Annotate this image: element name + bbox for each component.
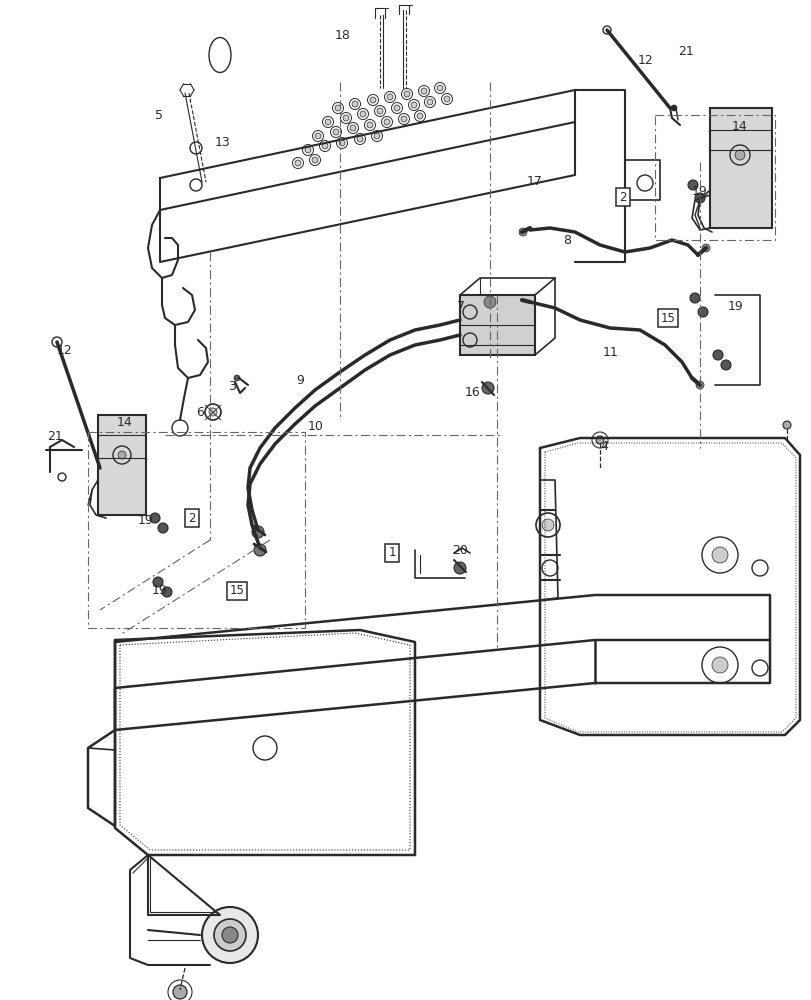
Circle shape (162, 587, 172, 597)
Text: 10: 10 (307, 420, 324, 434)
Circle shape (118, 451, 126, 459)
Circle shape (782, 421, 790, 429)
Text: 16: 16 (465, 386, 480, 399)
Circle shape (518, 228, 526, 236)
Circle shape (420, 88, 427, 94)
Circle shape (311, 157, 318, 163)
Text: 19: 19 (138, 514, 153, 528)
Bar (709, 108, 771, 228)
Circle shape (670, 105, 676, 111)
Circle shape (294, 160, 301, 166)
Text: 7: 7 (457, 300, 465, 312)
Text: 12: 12 (57, 344, 73, 357)
Text: 19: 19 (727, 300, 743, 312)
Text: 5: 5 (155, 109, 163, 122)
Bar (98, 415, 146, 515)
Circle shape (342, 115, 349, 121)
Text: 15: 15 (660, 312, 675, 324)
Text: 2: 2 (619, 191, 626, 204)
Circle shape (322, 143, 328, 149)
Circle shape (417, 113, 423, 119)
Text: 9: 9 (296, 373, 303, 386)
Circle shape (694, 193, 704, 203)
Circle shape (702, 244, 709, 252)
Circle shape (254, 544, 266, 556)
Circle shape (150, 513, 160, 523)
Circle shape (173, 985, 187, 999)
Circle shape (404, 91, 410, 97)
Circle shape (359, 111, 366, 117)
Circle shape (517, 296, 526, 304)
Circle shape (152, 577, 163, 587)
Text: 21: 21 (677, 45, 693, 58)
Text: 21: 21 (47, 430, 62, 442)
Circle shape (214, 919, 246, 951)
Circle shape (158, 523, 168, 533)
Text: 3: 3 (228, 379, 235, 392)
Circle shape (374, 133, 380, 139)
Text: 20: 20 (452, 544, 467, 558)
Circle shape (482, 382, 493, 394)
Circle shape (695, 381, 703, 389)
Text: 6: 6 (195, 406, 204, 418)
Circle shape (202, 907, 258, 963)
Circle shape (711, 657, 727, 673)
Circle shape (335, 105, 341, 111)
Circle shape (711, 547, 727, 563)
Text: 8: 8 (562, 233, 570, 246)
Circle shape (427, 99, 432, 105)
Circle shape (712, 350, 722, 360)
Circle shape (689, 293, 699, 303)
Circle shape (350, 125, 355, 131)
Circle shape (376, 108, 383, 114)
Text: 15: 15 (230, 584, 244, 597)
Text: 18: 18 (335, 29, 350, 42)
Circle shape (208, 408, 217, 416)
Circle shape (333, 129, 338, 135)
Circle shape (436, 85, 443, 91)
Text: 17: 17 (526, 175, 543, 188)
Circle shape (734, 150, 744, 160)
Circle shape (324, 119, 331, 125)
Text: 19: 19 (152, 584, 168, 597)
Circle shape (401, 116, 406, 122)
Circle shape (338, 140, 345, 146)
Circle shape (393, 105, 400, 111)
Circle shape (351, 101, 358, 107)
Circle shape (305, 147, 311, 153)
Circle shape (370, 97, 375, 103)
Circle shape (483, 296, 496, 308)
Circle shape (387, 94, 393, 100)
Circle shape (384, 119, 389, 125)
Text: 13: 13 (215, 136, 230, 149)
Text: 12: 12 (637, 54, 653, 67)
Text: 11: 11 (603, 346, 618, 359)
Circle shape (221, 927, 238, 943)
Circle shape (315, 133, 320, 139)
Circle shape (251, 526, 264, 538)
Text: 4: 4 (599, 440, 607, 452)
Circle shape (687, 180, 697, 190)
Circle shape (453, 562, 466, 574)
Circle shape (541, 519, 553, 531)
Circle shape (410, 102, 417, 108)
Circle shape (595, 436, 603, 444)
Text: 14: 14 (117, 416, 132, 430)
Text: 1: 1 (388, 546, 395, 560)
Circle shape (720, 360, 730, 370)
Circle shape (357, 136, 363, 142)
Circle shape (234, 375, 240, 381)
Text: 19: 19 (691, 185, 707, 198)
Bar (460, 295, 534, 355)
Circle shape (697, 307, 707, 317)
Text: 2: 2 (188, 512, 195, 524)
Text: 14: 14 (731, 120, 747, 133)
Circle shape (444, 96, 449, 102)
Circle shape (367, 122, 372, 128)
